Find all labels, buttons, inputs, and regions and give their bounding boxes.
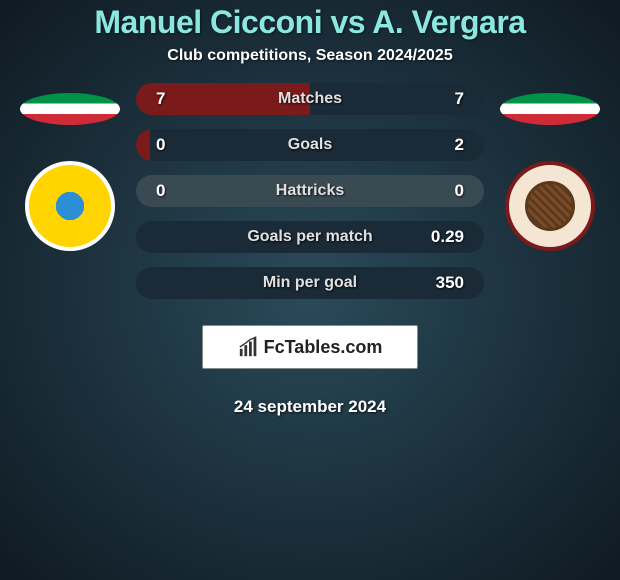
stat-bar: Min per goal 350 xyxy=(136,267,484,299)
card-subtitle: Club competitions, Season 2024/2025 xyxy=(167,47,452,65)
stat-label: Min per goal xyxy=(263,274,357,292)
club-badge-left xyxy=(25,161,115,251)
flag-left-icon xyxy=(20,93,120,125)
stat-bar: 0 Hattricks 0 xyxy=(136,175,484,207)
stat-value-left: 0 xyxy=(156,135,196,155)
date-text: 24 september 2024 xyxy=(234,397,386,417)
stat-value-right: 0.29 xyxy=(424,227,464,247)
chart-icon xyxy=(238,336,260,358)
branding-text: FcTables.com xyxy=(264,337,383,358)
stat-label: Goals xyxy=(288,136,332,154)
card-title: Manuel Cicconi vs A. Vergara xyxy=(94,4,525,41)
stat-label: Hattricks xyxy=(276,182,344,200)
content-row: 7 Matches 7 0 Goals 2 0 Hattricks 0 Goals per mat… xyxy=(0,83,620,417)
stat-value-right: 2 xyxy=(424,135,464,155)
stat-value-left: 0 xyxy=(156,181,196,201)
flag-right-icon xyxy=(500,93,600,125)
comparison-card: Manuel Cicconi vs A. Vergara Club compet… xyxy=(0,0,620,417)
club-badge-right xyxy=(505,161,595,251)
stat-value-left: 7 xyxy=(156,89,196,109)
player-right-column xyxy=(490,83,610,251)
stats-column: 7 Matches 7 0 Goals 2 0 Hattricks 0 Goals per mat… xyxy=(130,83,490,417)
stat-label: Goals per match xyxy=(247,228,372,246)
stat-value-right: 7 xyxy=(424,89,464,109)
stat-value-right: 0 xyxy=(424,181,464,201)
stat-bar: 7 Matches 7 xyxy=(136,83,484,115)
branding-box: FcTables.com xyxy=(202,325,418,369)
stat-bar: 0 Goals 2 xyxy=(136,129,484,161)
stat-value-right: 350 xyxy=(424,273,464,293)
stat-bar: Goals per match 0.29 xyxy=(136,221,484,253)
stat-label: Matches xyxy=(278,90,342,108)
player-left-column xyxy=(10,83,130,251)
